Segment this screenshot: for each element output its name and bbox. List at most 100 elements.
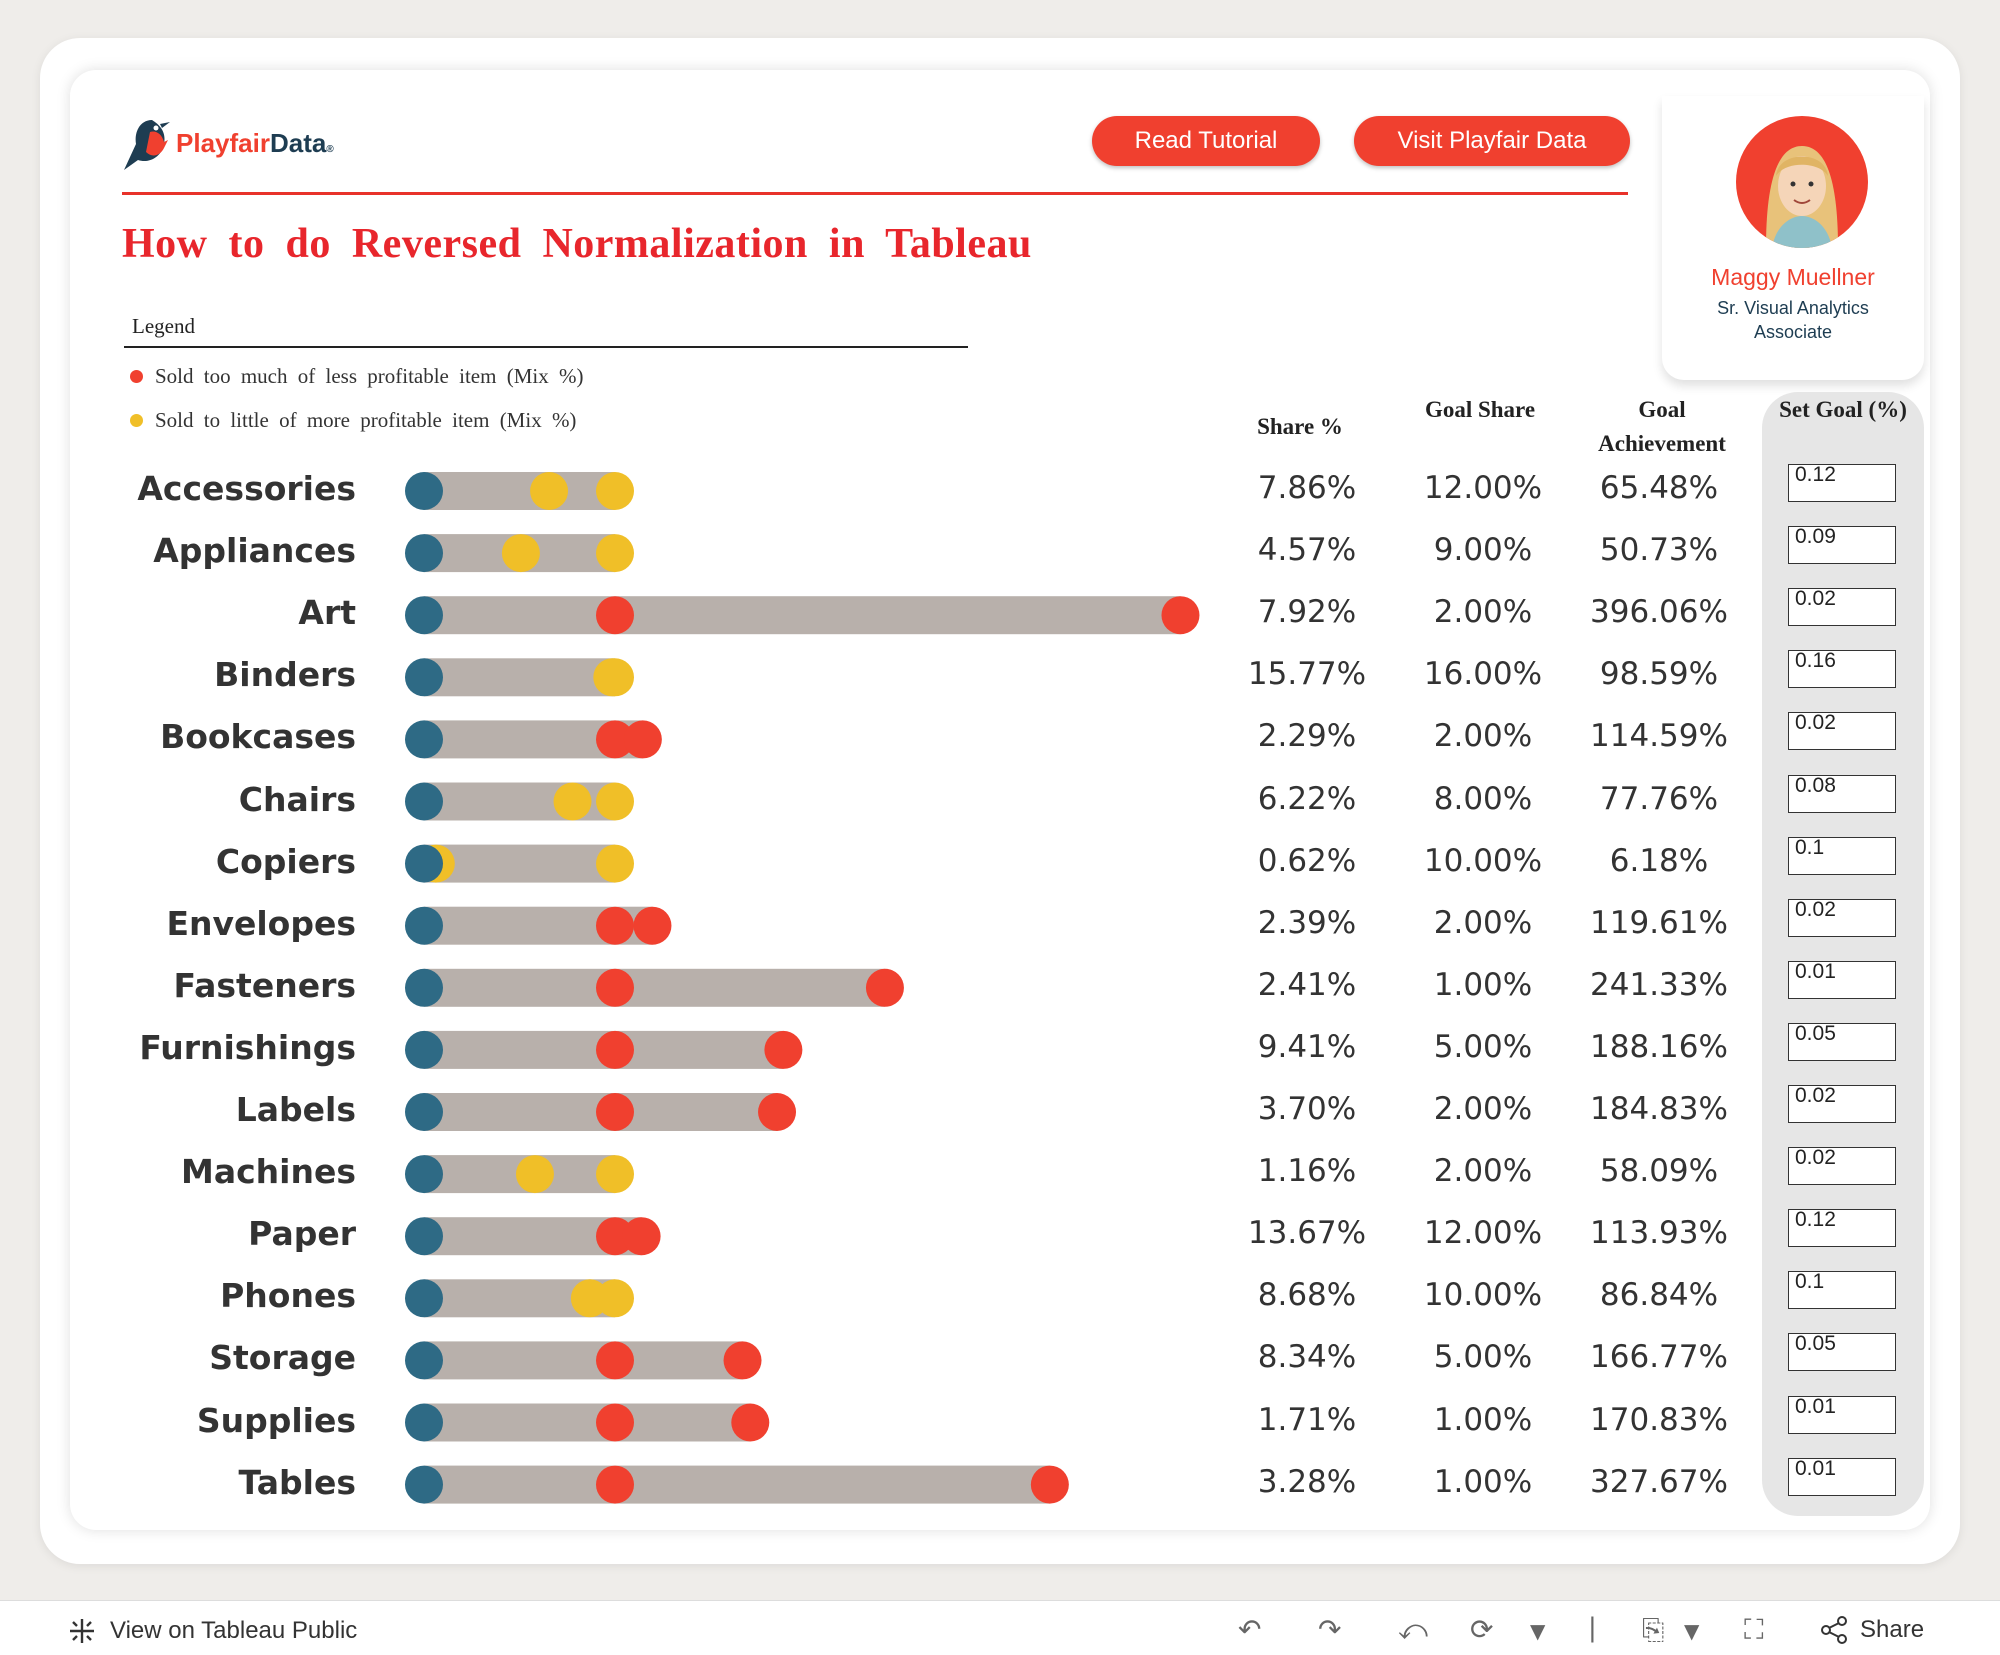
goal-dot-storage	[596, 1341, 634, 1380]
set-goal-input[interactable]: 0.02	[1788, 588, 1896, 627]
achievement-dot-furnishings	[764, 1030, 803, 1069]
goal-dot-appliances	[596, 534, 634, 573]
visit-playfair-data-button[interactable]: Visit Playfair Data	[1354, 116, 1630, 166]
goal-share-cell: 5.00%	[1433, 1339, 1533, 1376]
undo-icon[interactable]: ↶	[1238, 1613, 1262, 1646]
redo-icon[interactable]: ↷	[1318, 1613, 1342, 1646]
start-dot-bookcases	[405, 720, 443, 759]
start-dot-labels	[405, 1093, 443, 1131]
bar-fasteners	[424, 968, 885, 1007]
tableau-icon	[70, 1619, 94, 1643]
achievement-dot-fasteners	[865, 968, 904, 1007]
legend-label-under: Sold to little of more profitable item (…	[155, 408, 577, 432]
share-pct-cell: 2.29%	[1257, 718, 1357, 755]
set-goal-input[interactable]: 0.01	[1788, 1395, 1896, 1434]
category-label: Binders	[214, 655, 356, 695]
share-button[interactable]: Share	[1820, 1615, 1924, 1645]
share-pct-cell: 8.68%	[1257, 1277, 1357, 1314]
refresh-dropdown-icon[interactable]: ▼	[1530, 1619, 1546, 1643]
logo-part1: Playfair	[176, 127, 270, 158]
set-goal-input[interactable]: 0.1	[1788, 836, 1896, 875]
download-icon[interactable]: ⎘	[1642, 1613, 1665, 1646]
goal-achievement-cell: 98.59%	[1599, 656, 1719, 693]
start-dot-fasteners	[405, 968, 443, 1007]
achievement-dot-supplies	[731, 1403, 770, 1442]
revert-icon[interactable]: ⤺	[1398, 1613, 1428, 1646]
category-label: Appliances	[153, 531, 356, 571]
refresh-icon[interactable]: ⟳	[1470, 1613, 1494, 1646]
start-dot-furnishings	[405, 1030, 443, 1069]
set-goal-input[interactable]: 0.02	[1788, 712, 1896, 751]
achievement-dot-chairs	[553, 782, 592, 821]
goal-dot-furnishings	[596, 1030, 634, 1069]
set-goal-input[interactable]: 0.02	[1788, 898, 1896, 937]
fullscreen-icon[interactable]: ⛶	[1744, 1613, 1764, 1646]
share-pct-cell: 7.92%	[1257, 594, 1357, 631]
category-label: Furnishings	[139, 1027, 356, 1067]
goal-dot-tables	[596, 1465, 634, 1504]
goal-achievement-cell: 77.76%	[1599, 780, 1719, 817]
share-pct-cell: 9.41%	[1257, 1028, 1357, 1065]
goal-share-cell: 16.00%	[1423, 656, 1543, 693]
bar-storage	[424, 1341, 743, 1380]
start-dot-art	[405, 596, 443, 635]
share-pct-cell: 2.39%	[1257, 904, 1357, 941]
achievement-dot-binders	[593, 658, 632, 697]
playfair-logo[interactable]: PlayfairData®	[122, 112, 334, 174]
profile-card[interactable]: Maggy Muellner Sr. Visual Analytics Asso…	[1662, 96, 1924, 380]
logo-reg: ®	[326, 143, 334, 155]
category-label: Machines	[181, 1152, 356, 1192]
logo-part2: Data	[269, 127, 327, 158]
category-label: Fasteners	[173, 965, 356, 1005]
share-pct-cell: 4.57%	[1257, 532, 1357, 569]
start-dot-copiers	[405, 844, 443, 883]
view-on-tableau-public-link[interactable]: View on Tableau Public	[66, 1615, 357, 1647]
goal-share-cell: 1.00%	[1433, 966, 1533, 1003]
header-set-goal: Set Goal (%)	[1779, 397, 1907, 422]
set-goal-input[interactable]: 0.02	[1788, 1085, 1896, 1123]
goal-dot-chairs	[596, 782, 634, 821]
download-dropdown-icon[interactable]: ▼	[1684, 1619, 1700, 1643]
goal-share-cell: 10.00%	[1423, 1277, 1543, 1314]
legend-divider	[124, 346, 968, 348]
start-dot-phones	[405, 1279, 443, 1318]
set-goal-panel	[1762, 392, 1924, 1516]
start-dot-binders	[405, 658, 443, 697]
start-dot-tables	[405, 1465, 443, 1504]
set-goal-input[interactable]: 0.05	[1788, 1022, 1896, 1061]
goal-share-cell: 1.00%	[1433, 1401, 1533, 1438]
category-label: Chairs	[238, 779, 356, 819]
set-goal-input[interactable]: 0.05	[1788, 1333, 1896, 1372]
goal-achievement-cell: 119.61%	[1590, 904, 1728, 941]
set-goal-input[interactable]: 0.09	[1788, 526, 1896, 565]
set-goal-input[interactable]: 0.08	[1788, 774, 1896, 813]
start-dot-supplies	[405, 1403, 443, 1442]
share-pct-cell: 7.86%	[1257, 470, 1357, 506]
set-goal-input[interactable]: 0.1	[1788, 1271, 1896, 1310]
category-label: Bookcases	[160, 717, 356, 757]
set-goal-input[interactable]: 0.01	[1788, 1457, 1896, 1496]
share-pct-cell: 8.34%	[1257, 1339, 1357, 1376]
set-goal-input[interactable]: 0.16	[1788, 650, 1896, 689]
page-title: How to do Reversed Normalization in Tabl…	[122, 221, 1032, 267]
legend-item-over: Sold too much of less profitable item (M…	[130, 364, 583, 389]
set-goal-input[interactable]: 0.02	[1788, 1147, 1896, 1186]
start-dot-machines	[405, 1155, 443, 1194]
goal-achievement-cell: 113.93%	[1590, 1215, 1728, 1252]
header-share: Share %	[1257, 414, 1343, 439]
goal-share-cell: 2.00%	[1433, 594, 1533, 631]
header-divider	[122, 192, 1628, 195]
avatar-illustration	[1766, 146, 1838, 248]
set-goal-input[interactable]: 0.12	[1788, 1209, 1896, 1248]
achievement-dot-bookcases	[623, 720, 662, 759]
achievement-dot-labels	[758, 1093, 797, 1131]
bar-supplies	[424, 1403, 751, 1442]
view-link-label: View on Tableau Public	[110, 1617, 358, 1644]
achievement-dot-envelopes	[633, 906, 672, 945]
achievement-dot-art	[1161, 596, 1200, 635]
set-goal-input[interactable]: 0.01	[1788, 960, 1896, 999]
read-tutorial-button[interactable]: Read Tutorial	[1092, 116, 1320, 166]
profile-role: Sr. Visual Analytics Associate	[1717, 298, 1869, 342]
set-goal-input[interactable]: 0.12	[1788, 464, 1896, 502]
goal-dot-accessories	[596, 472, 634, 510]
